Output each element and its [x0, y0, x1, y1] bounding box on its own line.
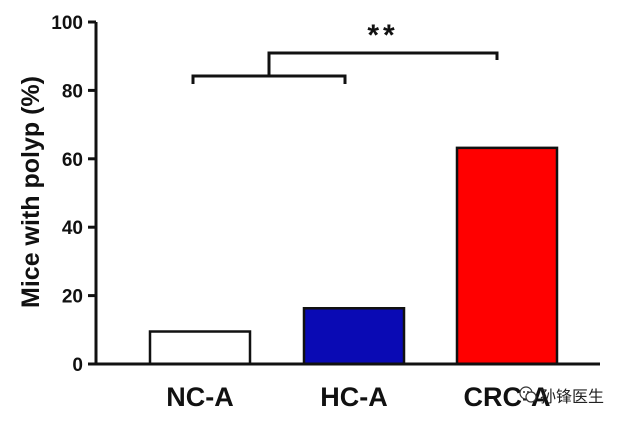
y-axis-ticks: 0 20 40 60 80 100 — [51, 13, 96, 376]
bar-crc-a — [455, 146, 559, 366]
y-tick-label: 40 — [62, 218, 83, 239]
y-tick-label: 80 — [62, 81, 83, 102]
watermark: 孙锋医生 — [519, 386, 604, 406]
inner-bracket — [191, 74, 347, 84]
y-tick-label: 100 — [51, 13, 83, 34]
x-category-label: HC-A — [320, 382, 388, 412]
y-tick-label: 0 — [72, 355, 83, 376]
significance-bracket — [191, 51, 499, 84]
bars — [148, 146, 559, 366]
bar-nc-a — [148, 330, 252, 366]
y-axis-label: Mice with polyp (%) — [17, 76, 45, 308]
y-tick-label: 60 — [62, 150, 83, 171]
y-tick-label: 20 — [62, 287, 83, 308]
bar-hc-a — [302, 307, 406, 366]
wechat-icon — [519, 386, 537, 403]
x-category-label: NC-A — [166, 382, 234, 412]
significance-marker: ** — [367, 19, 398, 52]
watermark-text: 孙锋医生 — [540, 387, 604, 406]
x-category-label: CRC-A — [464, 382, 551, 412]
outer-bracket — [267, 51, 499, 76]
x-axis-labels: NC-A HC-A CRC-A — [166, 382, 550, 412]
